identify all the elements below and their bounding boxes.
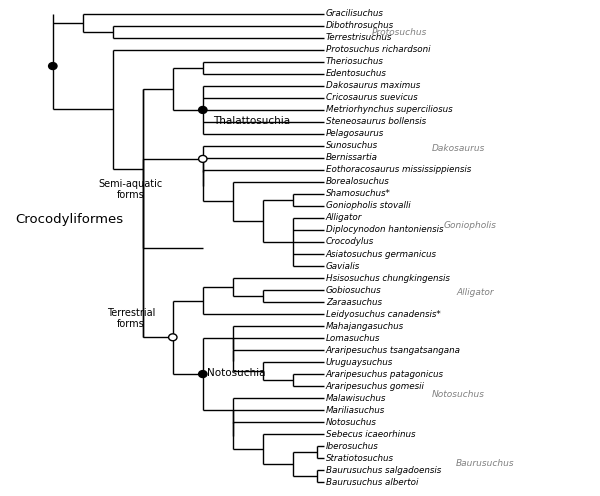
Text: Gracilisuchus: Gracilisuchus [326,9,383,18]
Text: Alligator: Alligator [326,213,362,223]
Text: Stratiotosuchus: Stratiotosuchus [326,454,394,463]
Text: Bernissartia: Bernissartia [326,153,378,163]
Text: Dibothrosuchus: Dibothrosuchus [326,21,394,30]
Text: Araripesuchus gomesii: Araripesuchus gomesii [326,381,425,390]
Text: Notosuchus: Notosuchus [432,390,485,399]
Text: Hsisosuchus chungkingensis: Hsisosuchus chungkingensis [326,273,449,283]
Circle shape [199,371,207,377]
Text: Baurusuchus salgadoensis: Baurusuchus salgadoensis [326,466,441,475]
Text: Mahajangasuchus: Mahajangasuchus [326,321,404,330]
Text: Edentosuchus: Edentosuchus [326,69,386,78]
Text: Metriorhynchus superciliosus: Metriorhynchus superciliosus [326,106,452,115]
Text: Diplocynodon hantoniensis: Diplocynodon hantoniensis [326,226,443,235]
Text: Alligator: Alligator [456,288,494,297]
Text: Araripesuchus tsangatsangana: Araripesuchus tsangatsangana [326,346,461,355]
Text: Goniopholis: Goniopholis [444,221,497,230]
Text: Crocodylus: Crocodylus [326,238,374,247]
Text: Dakosaurus: Dakosaurus [432,144,485,153]
Text: Shamosuchus*: Shamosuchus* [326,189,391,198]
Text: Asiatosuchus germanicus: Asiatosuchus germanicus [326,249,437,258]
Circle shape [199,155,207,162]
Text: Crocodyliformes: Crocodyliformes [15,213,123,226]
Text: Pelagosaurus: Pelagosaurus [326,129,384,138]
Text: Baurusuchus albertoi: Baurusuchus albertoi [326,478,418,487]
Text: Terrestrisuchus: Terrestrisuchus [326,33,392,42]
Text: Sunosuchus: Sunosuchus [326,141,378,150]
Text: Leidyosuchus canadensis*: Leidyosuchus canadensis* [326,310,440,318]
Text: Thalattosuchia: Thalattosuchia [213,116,290,126]
Text: Gobiosuchus: Gobiosuchus [326,286,382,295]
Text: Protosuchus richardsoni: Protosuchus richardsoni [326,46,430,55]
Text: Notosuchus: Notosuchus [326,418,377,427]
Text: Borealosuchus: Borealosuchus [326,178,389,186]
Text: Zaraasuchus: Zaraasuchus [326,298,382,307]
Text: Notosuchia: Notosuchia [207,368,265,378]
Text: Araripesuchus patagonicus: Araripesuchus patagonicus [326,370,444,378]
Text: Semi-aquatic
forms: Semi-aquatic forms [98,179,163,200]
Text: Iberosuchus: Iberosuchus [326,441,379,450]
Text: Malawisuchus: Malawisuchus [326,393,386,403]
Circle shape [199,107,207,114]
Circle shape [169,334,177,341]
Text: Mariliasuchus: Mariliasuchus [326,406,385,415]
Text: Terrestrial
forms: Terrestrial forms [107,308,155,329]
Text: Sebecus icaeorhinus: Sebecus icaeorhinus [326,430,415,438]
Text: Steneosaurus bollensis: Steneosaurus bollensis [326,118,426,126]
Text: Cricosaurus suevicus: Cricosaurus suevicus [326,93,418,103]
Text: Baurusuchus: Baurusuchus [456,459,515,468]
Text: Theriosuchus: Theriosuchus [326,58,383,66]
Text: Lomasuchus: Lomasuchus [326,333,380,343]
Text: Uruguaysuchus: Uruguaysuchus [326,358,393,367]
Text: Dakosaurus maximus: Dakosaurus maximus [326,81,420,90]
Circle shape [49,62,57,69]
Text: Eothoracosaurus mississippiensis: Eothoracosaurus mississippiensis [326,166,471,175]
Text: Goniopholis stovalli: Goniopholis stovalli [326,201,410,210]
Text: Protosuchus: Protosuchus [372,28,427,37]
Text: Gavialis: Gavialis [326,261,360,270]
